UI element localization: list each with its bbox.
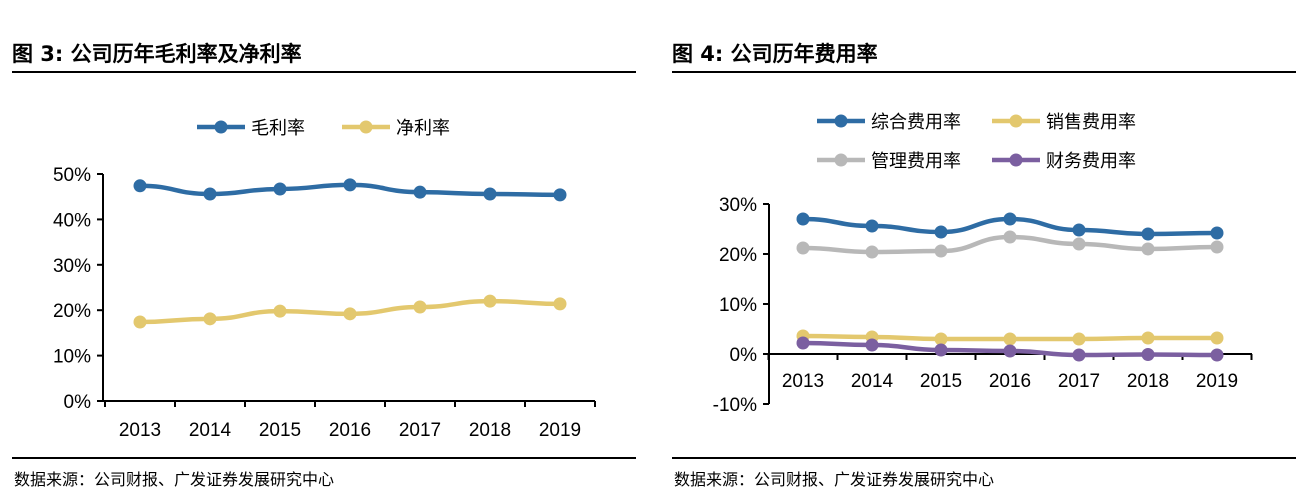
data-point bbox=[796, 212, 810, 226]
chart-panel-left: 图 3: 公司历年毛利率及净利率 0% 10% 20% 30% 40% 50% 2013 20… bbox=[12, 0, 636, 489]
x-tick-label: 2015 bbox=[259, 420, 301, 441]
data-point bbox=[343, 178, 357, 192]
chart-panel-right: 图 4: 公司历年费用率 -10% 0% 10% 20% 30% 2013 2014 2015… bbox=[672, 0, 1296, 489]
y-tick-label: 0% bbox=[730, 345, 758, 366]
x-tick-label: 2019 bbox=[1196, 371, 1238, 392]
data-point bbox=[413, 185, 427, 199]
y-tick-label: 20% bbox=[719, 245, 757, 266]
y-tick-label: 20% bbox=[53, 301, 91, 322]
x-tick-label: 2013 bbox=[782, 371, 824, 392]
data-point bbox=[203, 312, 217, 326]
legend-marker bbox=[359, 120, 373, 134]
data-point bbox=[1072, 332, 1086, 346]
data-point bbox=[865, 245, 879, 259]
data-point bbox=[1003, 332, 1017, 346]
x-tick-label: 2016 bbox=[989, 371, 1031, 392]
y-tick-label: 40% bbox=[53, 210, 91, 231]
data-point bbox=[865, 338, 879, 352]
legend-label: 净利率 bbox=[396, 118, 450, 139]
legend-label: 销售费用率 bbox=[1046, 112, 1136, 133]
y-tick-label: 10% bbox=[53, 347, 91, 368]
data-point bbox=[1003, 230, 1017, 244]
data-point bbox=[203, 187, 217, 201]
source-note: 数据来源：公司财报、广发证券发展研究中心 bbox=[674, 470, 995, 489]
data-point bbox=[133, 179, 147, 193]
source-note: 数据来源：公司财报、广发证券发展研究中心 bbox=[14, 470, 335, 489]
data-point bbox=[934, 332, 948, 346]
data-point bbox=[133, 315, 147, 329]
x-tick-label: 2017 bbox=[399, 420, 441, 441]
y-tick-label: 10% bbox=[719, 295, 757, 316]
x-tick-label: 2018 bbox=[469, 420, 511, 441]
data-point bbox=[1141, 331, 1155, 345]
x-tick-label: 2016 bbox=[329, 420, 371, 441]
x-tick-label: 2019 bbox=[539, 420, 581, 441]
data-point bbox=[1210, 240, 1224, 254]
gross-net-margin-chart: 0% 10% 20% 30% 40% 50% 2013 2014 2015 2016 2017 201… bbox=[53, 118, 596, 441]
data-point bbox=[865, 219, 879, 233]
x-tick-label: 2017 bbox=[1058, 371, 1100, 392]
data-point bbox=[1072, 348, 1086, 362]
data-point bbox=[796, 241, 810, 255]
legend-marker bbox=[834, 153, 848, 167]
data-point bbox=[934, 225, 948, 239]
data-point bbox=[1072, 223, 1086, 237]
legend-marker bbox=[214, 120, 228, 134]
data-point bbox=[413, 300, 427, 314]
legend-label: 财务费用率 bbox=[1046, 151, 1136, 172]
chart-title: 图 4: 公司历年费用率 bbox=[672, 42, 878, 66]
legend-marker bbox=[834, 114, 848, 128]
data-point bbox=[1141, 242, 1155, 256]
y-tick-label: -10% bbox=[713, 395, 757, 416]
data-point bbox=[934, 343, 948, 357]
legend-label: 管理费用率 bbox=[871, 151, 961, 172]
data-point bbox=[1003, 344, 1017, 358]
data-point bbox=[273, 182, 287, 196]
y-tick-label: 50% bbox=[53, 165, 91, 186]
data-point bbox=[934, 244, 948, 258]
y-tick-label: 30% bbox=[719, 195, 757, 216]
x-tick-label: 2014 bbox=[851, 371, 894, 392]
x-tick-label: 2015 bbox=[920, 371, 962, 392]
expense-ratio-chart: -10% 0% 10% 20% 30% 2013 2014 2015 2016 2017 2018 2… bbox=[713, 112, 1253, 416]
y-tick-label: 30% bbox=[53, 256, 91, 277]
data-point bbox=[553, 188, 567, 202]
y-tick-label: 0% bbox=[64, 392, 92, 413]
data-point bbox=[343, 307, 357, 321]
data-point bbox=[1210, 226, 1224, 240]
legend-label: 毛利率 bbox=[251, 118, 305, 139]
title-rule bbox=[12, 71, 636, 73]
data-point bbox=[483, 187, 497, 201]
legend-label: 综合费用率 bbox=[871, 112, 961, 133]
x-tick-label: 2013 bbox=[119, 420, 161, 441]
legend-marker bbox=[1009, 114, 1023, 128]
x-tick-label: 2018 bbox=[1127, 371, 1169, 392]
legend-marker bbox=[1009, 153, 1023, 167]
data-point bbox=[1141, 348, 1155, 361]
footer-rule bbox=[672, 457, 1296, 459]
data-point bbox=[1141, 227, 1155, 241]
data-point bbox=[1003, 212, 1017, 226]
data-point bbox=[483, 294, 497, 308]
data-point bbox=[796, 336, 810, 350]
data-point bbox=[273, 304, 287, 318]
data-point bbox=[1210, 331, 1224, 345]
footer-rule bbox=[12, 457, 636, 459]
data-point bbox=[1072, 237, 1086, 251]
title-rule bbox=[672, 71, 1296, 73]
data-point bbox=[1210, 348, 1224, 362]
data-point bbox=[553, 297, 567, 311]
chart-title: 图 3: 公司历年毛利率及净利率 bbox=[12, 42, 302, 66]
x-tick-label: 2014 bbox=[189, 420, 232, 441]
